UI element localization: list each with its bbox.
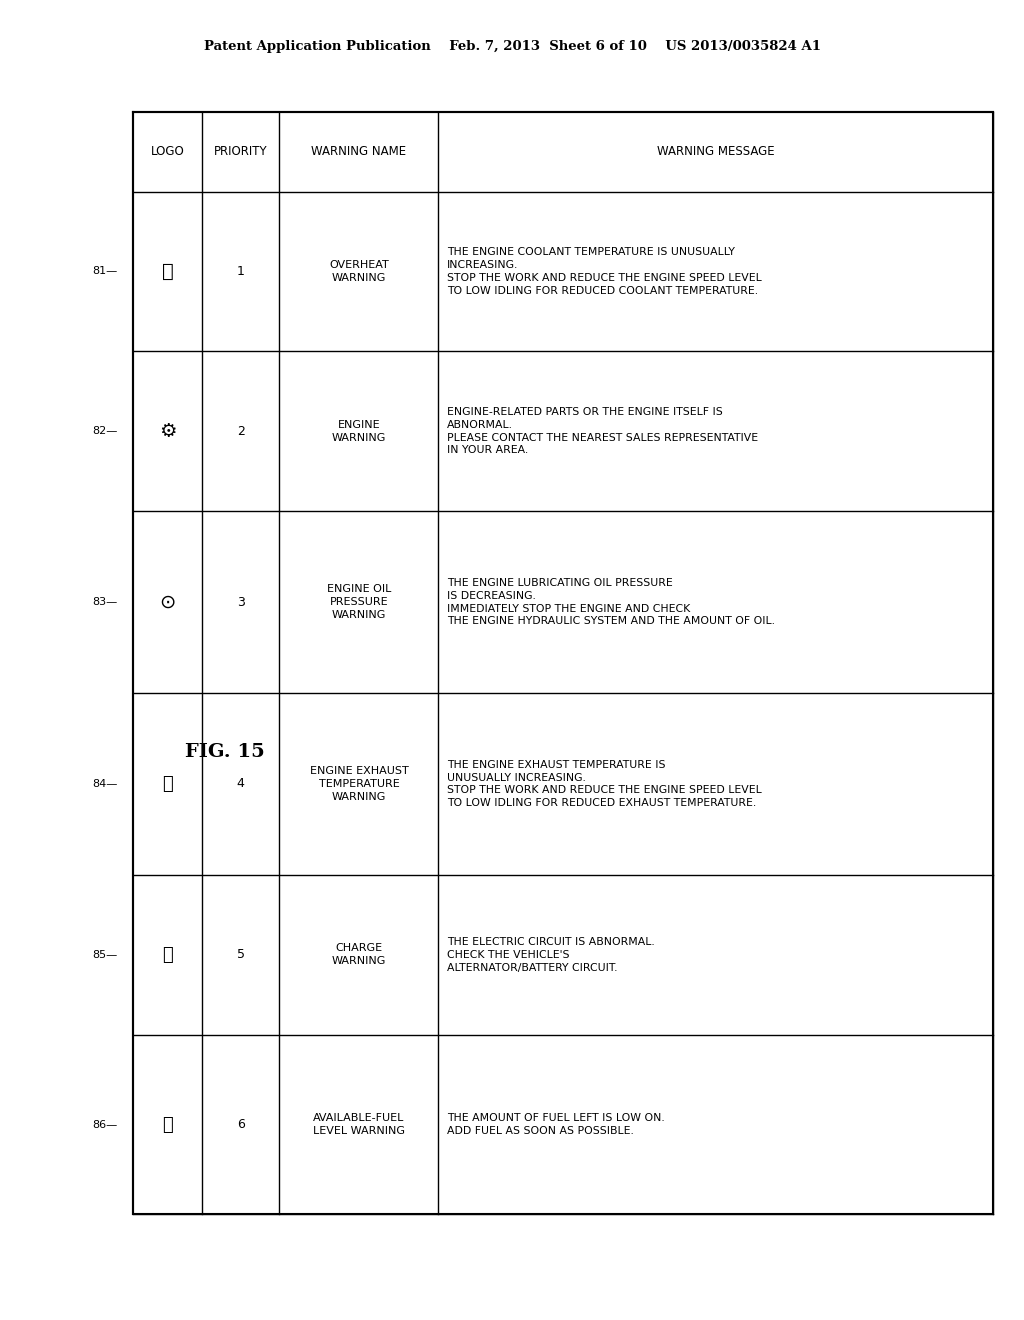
Text: 83—: 83— [92, 597, 118, 607]
Text: 84—: 84— [92, 779, 118, 789]
Text: PRIORITY: PRIORITY [214, 145, 267, 158]
Text: ENGINE EXHAUST
TEMPERATURE
WARNING: ENGINE EXHAUST TEMPERATURE WARNING [309, 766, 409, 803]
Text: 2: 2 [237, 425, 245, 438]
Text: 1: 1 [237, 265, 245, 279]
Text: 🔋: 🔋 [162, 946, 173, 964]
Text: LOGO: LOGO [151, 145, 184, 158]
Text: 85—: 85— [92, 950, 118, 960]
Text: Patent Application Publication    Feb. 7, 2013  Sheet 6 of 10    US 2013/0035824: Patent Application Publication Feb. 7, 2… [204, 40, 820, 53]
Text: CHARGE
WARNING: CHARGE WARNING [332, 944, 386, 966]
Text: 3: 3 [237, 595, 245, 609]
Text: 4: 4 [237, 777, 245, 791]
Text: 6: 6 [237, 1118, 245, 1131]
Text: AVAILABLE-FUEL
LEVEL WARNING: AVAILABLE-FUEL LEVEL WARNING [313, 1113, 404, 1137]
Text: THE ENGINE LUBRICATING OIL PRESSURE
IS DECREASING.
IMMEDIATELY STOP THE ENGINE A: THE ENGINE LUBRICATING OIL PRESSURE IS D… [446, 578, 775, 626]
Text: ⚙: ⚙ [159, 422, 176, 441]
Text: 82—: 82— [92, 426, 118, 437]
Text: THE ELECTRIC CIRCUIT IS ABNORMAL.
CHECK THE VEHICLE'S
ALTERNATOR/BATTERY CIRCUIT: THE ELECTRIC CIRCUIT IS ABNORMAL. CHECK … [446, 937, 654, 973]
Text: 🌡: 🌡 [162, 261, 173, 281]
Text: ENGINE
WARNING: ENGINE WARNING [332, 420, 386, 444]
Text: THE ENGINE COOLANT TEMPERATURE IS UNUSUALLY
INCREASING.
STOP THE WORK AND REDUCE: THE ENGINE COOLANT TEMPERATURE IS UNUSUA… [446, 247, 762, 296]
Text: THE AMOUNT OF FUEL LEFT IS LOW ON.
ADD FUEL AS SOON AS POSSIBLE.: THE AMOUNT OF FUEL LEFT IS LOW ON. ADD F… [446, 1113, 665, 1137]
Text: WARNING NAME: WARNING NAME [311, 145, 407, 158]
Text: WARNING MESSAGE: WARNING MESSAGE [657, 145, 775, 158]
Text: THE ENGINE EXHAUST TEMPERATURE IS
UNUSUALLY INCREASING.
STOP THE WORK AND REDUCE: THE ENGINE EXHAUST TEMPERATURE IS UNUSUA… [446, 760, 762, 808]
Text: ENGINE-RELATED PARTS OR THE ENGINE ITSELF IS
ABNORMAL.
PLEASE CONTACT THE NEARES: ENGINE-RELATED PARTS OR THE ENGINE ITSEL… [446, 407, 758, 455]
Text: ⛽: ⛽ [162, 1115, 173, 1134]
Text: 86—: 86— [92, 1119, 118, 1130]
Text: ENGINE OIL
PRESSURE
WARNING: ENGINE OIL PRESSURE WARNING [327, 583, 391, 620]
Text: OVERHEAT
WARNING: OVERHEAT WARNING [329, 260, 389, 282]
Text: 🔔: 🔔 [162, 775, 173, 793]
Text: FIG. 15: FIG. 15 [185, 743, 265, 762]
Text: ⊙: ⊙ [160, 593, 176, 611]
Text: 81—: 81— [92, 267, 118, 276]
Text: 5: 5 [237, 948, 245, 961]
